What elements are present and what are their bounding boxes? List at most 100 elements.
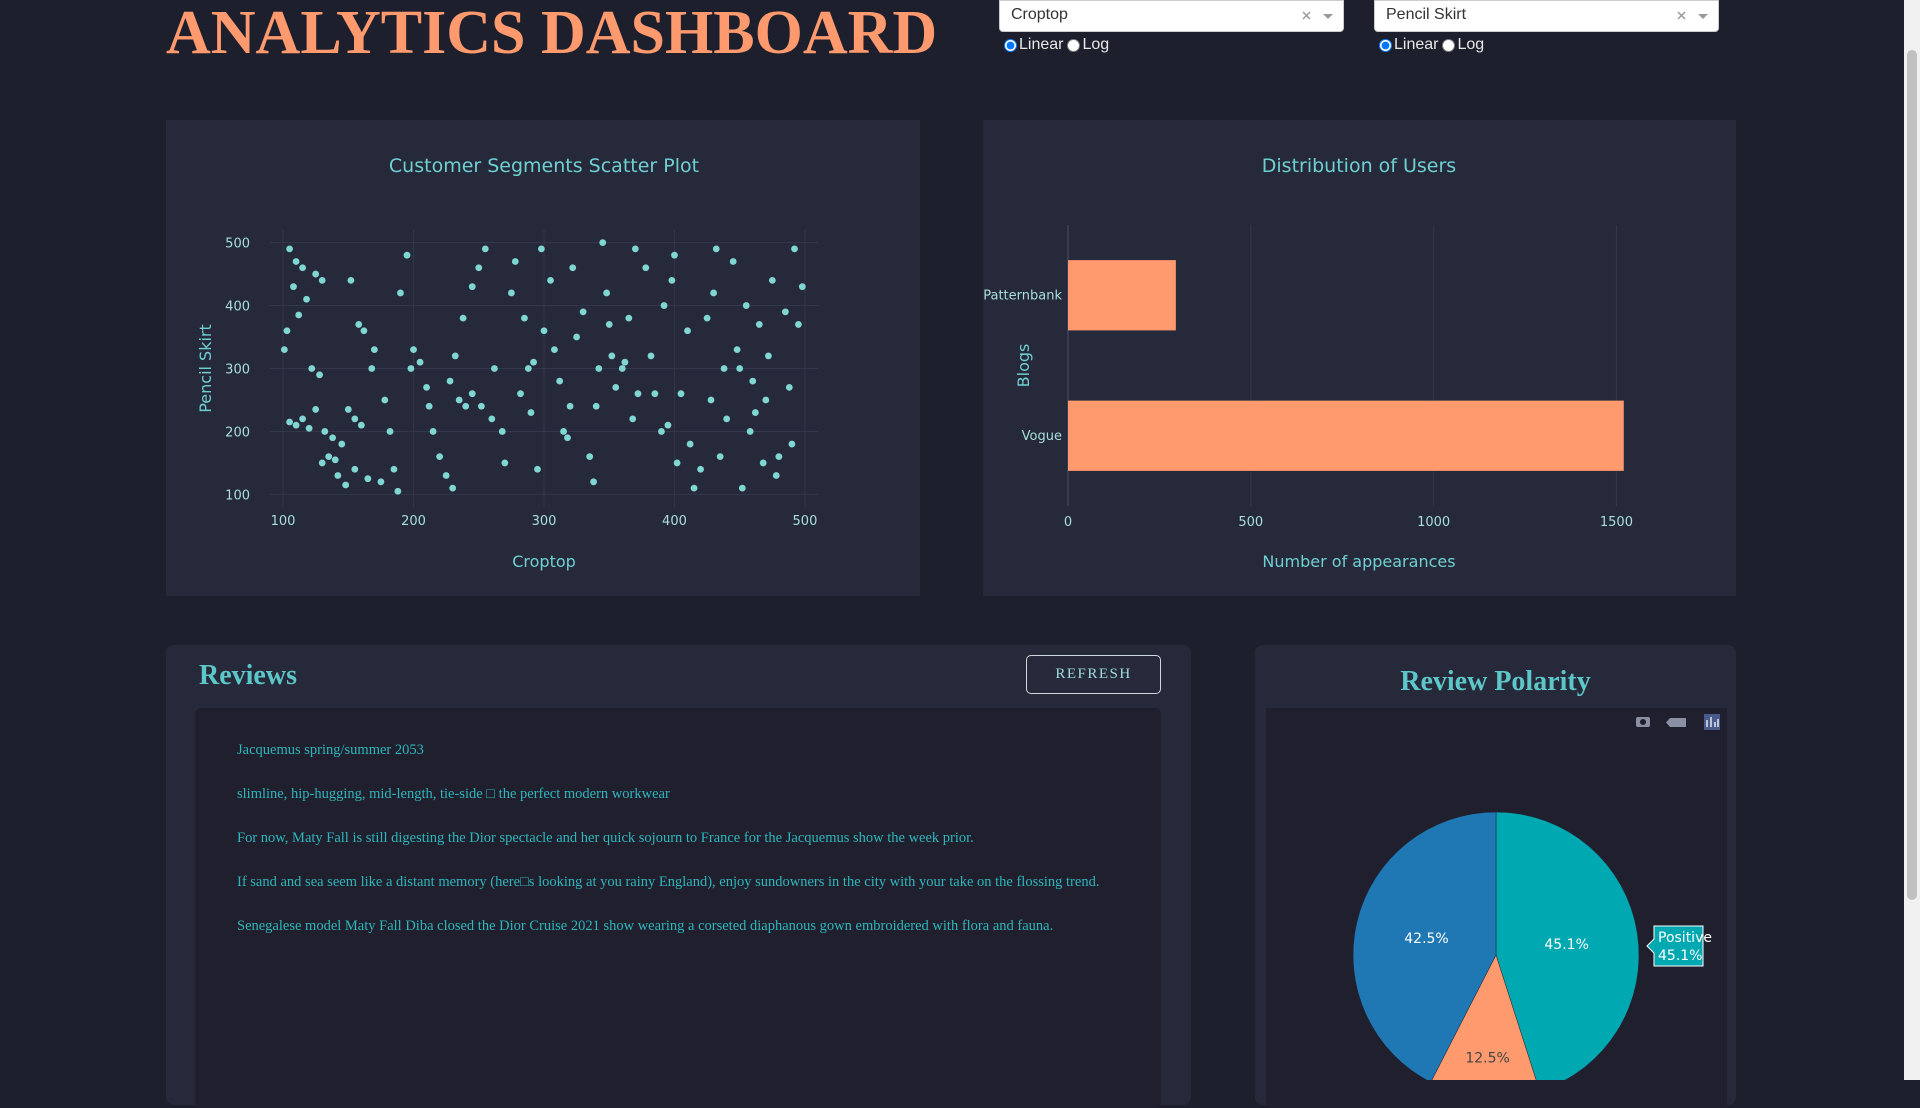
y-axis-title: Pencil Skirt — [196, 324, 215, 413]
scatter-point — [364, 475, 372, 483]
scatter-point — [556, 377, 564, 385]
scatter-point — [511, 258, 519, 265]
scatter-point — [658, 428, 665, 435]
scatter-point — [686, 440, 694, 448]
scatter-point — [344, 406, 352, 413]
scatter-point — [491, 365, 498, 372]
scatter-point — [410, 346, 417, 354]
scatter-point — [660, 302, 668, 309]
x-tick-label: 200 — [401, 514, 426, 529]
dropdown-icons — [1302, 11, 1333, 20]
tooltip-value: 45.1% — [1658, 948, 1702, 964]
scatter-point — [551, 346, 558, 354]
dropdown[interactable]: Pencil Skirt — [1374, 0, 1719, 32]
scatter-point — [772, 472, 780, 479]
scatter-point — [569, 264, 577, 272]
scatter-point — [318, 276, 326, 284]
scatter-point — [446, 377, 454, 385]
scatter-point — [625, 314, 633, 322]
radio-input[interactable] — [1067, 38, 1081, 52]
dropdown[interactable]: Croptop — [999, 0, 1344, 32]
radio-option[interactable]: Linear — [1377, 36, 1438, 54]
scatter-point — [668, 276, 676, 284]
x-tick-label: 500 — [1238, 515, 1263, 530]
scatter-point — [621, 358, 629, 366]
scatter-point — [729, 258, 737, 265]
pie-slice — [1352, 811, 1497, 1080]
refresh-button[interactable]: REFRESH — [1026, 655, 1161, 694]
body: ANALYTICS DASHBOARD Croptop Pencil Skirt… — [166, 0, 1920, 1105]
scatter-point — [299, 415, 307, 423]
scatter-point — [347, 276, 355, 284]
dropdown-value: Pencil Skirt — [1386, 6, 1467, 23]
scatter-point — [673, 459, 681, 467]
scatter-point — [325, 453, 333, 461]
scatter-point — [534, 465, 541, 473]
scatter-point — [370, 346, 378, 354]
scatter-point — [303, 295, 310, 303]
scatter-point — [560, 428, 567, 435]
scrollbar[interactable] — [1904, 0, 1920, 1080]
scatter-point — [462, 402, 470, 410]
bar — [1068, 260, 1176, 331]
scatter-point — [759, 459, 767, 467]
scatter-point — [723, 415, 731, 423]
scatter-point — [677, 390, 685, 398]
scatter-point — [292, 421, 300, 429]
scatter-point — [477, 402, 485, 410]
scatter-point — [321, 428, 329, 435]
scatter-point — [295, 311, 303, 319]
radio-input[interactable] — [1004, 38, 1017, 52]
dashboard-title: ANALYTICS DASHBOARD — [166, 0, 938, 67]
scatter-point — [397, 289, 404, 297]
scatter-point — [579, 308, 587, 316]
review-text: For now, Maty Fall is still digesting th… — [237, 830, 974, 846]
radio-label: Log — [1082, 36, 1110, 53]
scatter-point — [290, 283, 297, 291]
scatter-point — [603, 289, 611, 297]
scatter-point — [795, 321, 802, 328]
scatter-point — [629, 415, 637, 423]
scatter-point — [710, 289, 718, 297]
x-tick-label: 100 — [271, 514, 296, 529]
scatter-point — [647, 352, 655, 360]
dropdown-icons — [1677, 11, 1708, 20]
scatter-point — [312, 270, 320, 278]
scatter-point — [360, 327, 368, 335]
radio-option[interactable]: Log — [1065, 36, 1109, 54]
modebar[interactable] — [1636, 714, 1720, 730]
scatter-point — [442, 472, 450, 479]
radio-option[interactable]: Linear — [1002, 36, 1063, 54]
radio-input[interactable] — [1442, 38, 1456, 52]
scatter-point — [334, 472, 342, 479]
scatter-point — [781, 308, 789, 316]
review-text: If sand and sea seem like a distant memo… — [237, 874, 1100, 890]
scatter-point — [642, 264, 650, 272]
scatter-point — [768, 276, 776, 284]
scatter-point — [451, 352, 459, 360]
scatter-point — [416, 358, 424, 366]
scatter-point — [720, 365, 728, 372]
scatter-point — [634, 390, 642, 398]
radio-option[interactable]: Log — [1440, 36, 1484, 54]
scrollbar-thumb[interactable] — [1907, 50, 1917, 900]
scatter-point — [595, 365, 603, 372]
y-tick-label: 400 — [225, 300, 250, 315]
scatter-point — [501, 459, 509, 467]
scatter-point — [517, 390, 524, 398]
x-axis-title: Croptop — [512, 552, 576, 571]
scatter-point — [338, 440, 346, 448]
x-tick-label: 500 — [793, 514, 818, 529]
scatter-point — [592, 402, 600, 410]
pie-label: 42.5% — [1404, 931, 1448, 947]
scatter-point — [316, 371, 323, 379]
scatter-point — [690, 484, 698, 492]
scatter-point — [331, 456, 339, 464]
x-tick-label: 400 — [662, 514, 687, 529]
radio-input[interactable] — [1379, 38, 1392, 52]
scatter-point — [684, 327, 691, 335]
review-text: Jacquemus spring/summer 2053 — [237, 742, 424, 758]
scatter-point — [564, 434, 571, 442]
scatter-point — [733, 346, 741, 354]
scatter-point — [299, 264, 307, 272]
